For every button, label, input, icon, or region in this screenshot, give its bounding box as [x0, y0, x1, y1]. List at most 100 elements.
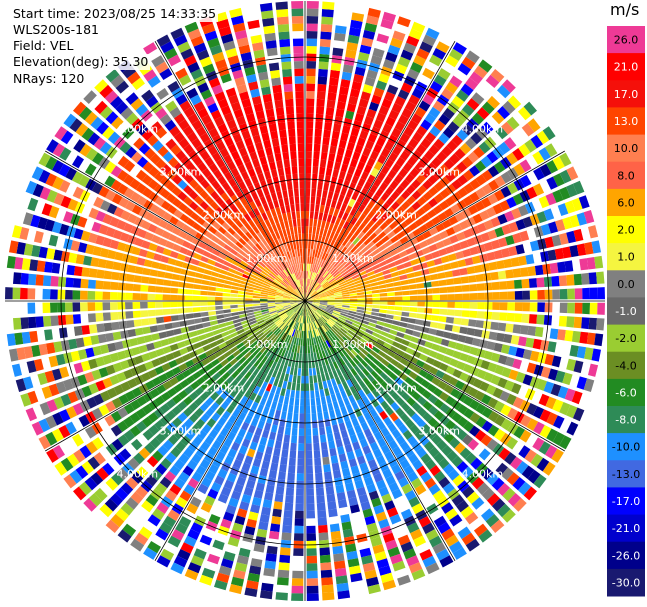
- velocity-gate: [298, 279, 301, 287]
- velocity-gate: [465, 538, 480, 552]
- velocity-gate: [305, 211, 310, 219]
- velocity-gate: [394, 296, 403, 301]
- velocity-gate: [265, 553, 277, 562]
- velocity-gate: [293, 226, 298, 235]
- velocity-gate: [290, 328, 295, 336]
- velocity-gate: [225, 198, 234, 208]
- velocity-gate: [324, 323, 330, 330]
- velocity-gate: [338, 316, 346, 322]
- velocity-gate: [288, 285, 295, 291]
- velocity-gate: [94, 100, 108, 115]
- velocity-gate: [46, 342, 56, 354]
- velocity-gate: [195, 465, 207, 476]
- velocity-gate: [294, 525, 304, 534]
- velocity-gate: [201, 316, 210, 323]
- velocity-gate: [239, 207, 248, 216]
- velocity-gate: [385, 338, 394, 345]
- velocity-gate: [141, 416, 153, 428]
- velocity-gate: [297, 301, 305, 303]
- velocity-gate: [369, 184, 378, 194]
- velocity-gate: [299, 295, 305, 301]
- velocity-gate: [398, 424, 409, 434]
- velocity-gate: [110, 514, 125, 528]
- velocity-gate: [222, 292, 231, 297]
- velocity-gate: [183, 447, 194, 459]
- colorbar-segment: [607, 541, 645, 570]
- velocity-gate: [406, 184, 416, 195]
- velocity-gate: [358, 371, 366, 380]
- velocity-gate: [449, 541, 463, 554]
- velocity-gate: [326, 347, 332, 356]
- velocity-gate: [440, 255, 450, 264]
- velocity-gate: [224, 280, 233, 285]
- velocity-gate: [155, 432, 167, 444]
- velocity-gate: [500, 404, 512, 416]
- velocity-gate: [566, 316, 575, 328]
- velocity-gate: [391, 163, 402, 173]
- velocity-gate: [291, 166, 298, 175]
- velocity-gate: [401, 285, 410, 291]
- velocity-gate: [361, 37, 374, 47]
- velocity-gate: [334, 297, 343, 300]
- range-ring-label: 4.00km: [462, 123, 504, 136]
- velocity-gate: [290, 312, 297, 320]
- velocity-gate: [78, 414, 90, 428]
- velocity-gate: [409, 356, 419, 365]
- velocity-gate: [215, 206, 225, 216]
- velocity-gate: [348, 198, 356, 208]
- velocity-gate: [291, 8, 304, 17]
- velocity-gate: [98, 186, 110, 198]
- velocity-gate: [63, 211, 74, 224]
- velocity-gate: [85, 148, 98, 161]
- velocity-gate: [248, 228, 257, 237]
- velocity-gate: [72, 186, 84, 199]
- velocity-gate: [435, 369, 445, 379]
- velocity-gate: [349, 293, 358, 296]
- velocity-gate: [309, 306, 315, 313]
- velocity-gate: [394, 311, 402, 316]
- velocity-gate: [279, 284, 287, 290]
- velocity-gate: [336, 582, 349, 592]
- velocity-gate: [236, 228, 245, 237]
- velocity-gate: [451, 455, 464, 468]
- velocity-gate: [320, 278, 327, 285]
- velocity-gate: [306, 286, 308, 294]
- velocity-gate: [123, 403, 135, 415]
- velocity-gate: [319, 46, 331, 55]
- velocity-gate: [475, 273, 484, 282]
- velocity-gate: [297, 136, 304, 144]
- velocity-gate: [231, 335, 240, 342]
- velocity-gate: [331, 249, 338, 257]
- velocity-gate: [306, 570, 318, 579]
- velocity-gate: [331, 282, 339, 288]
- velocity-gate: [425, 562, 440, 575]
- velocity-gate: [234, 515, 246, 526]
- velocity-gate: [70, 350, 81, 362]
- velocity-gate: [208, 429, 219, 439]
- velocity-gate: [290, 301, 298, 303]
- velocity-gate: [361, 348, 369, 356]
- velocity-gate: [303, 331, 305, 339]
- velocity-gate: [244, 351, 252, 359]
- velocity-gate: [73, 362, 84, 374]
- velocity-gate: [331, 462, 340, 472]
- velocity-gate: [289, 397, 295, 406]
- velocity-gate: [209, 44, 223, 56]
- velocity-gate: [406, 195, 416, 205]
- colorbar-tick-label: 8.0: [617, 169, 635, 182]
- velocity-gate: [475, 187, 487, 199]
- velocity-gate: [364, 307, 373, 312]
- velocity-gate: [306, 121, 314, 129]
- velocity-gate: [198, 367, 208, 376]
- velocity-gate: [305, 295, 311, 301]
- velocity-gate: [342, 436, 351, 446]
- velocity-gate: [347, 285, 356, 290]
- velocity-gate: [360, 91, 371, 101]
- velocity-gate: [461, 123, 474, 136]
- velocity-gate: [377, 154, 387, 165]
- velocity-gate: [334, 560, 346, 570]
- velocity-gate: [195, 247, 205, 255]
- velocity-gate: [314, 321, 319, 329]
- velocity-gate: [558, 315, 568, 327]
- velocity-gate: [241, 438, 251, 448]
